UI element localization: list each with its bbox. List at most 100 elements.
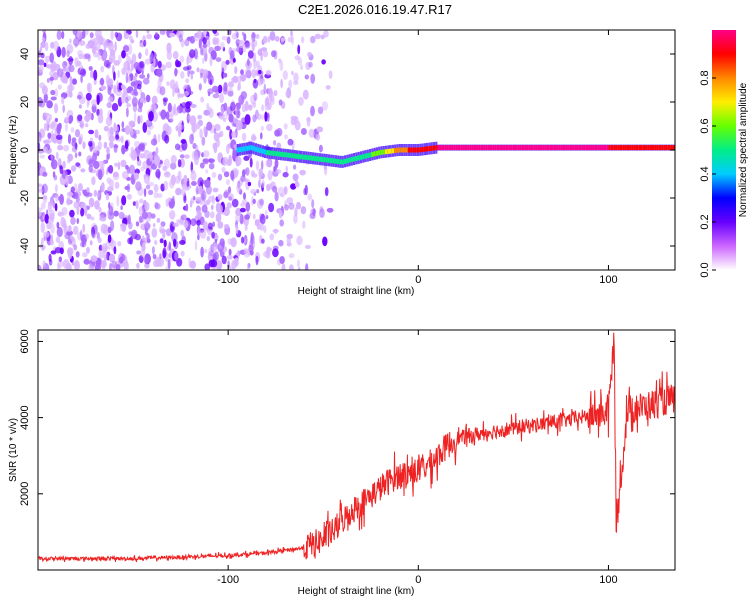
- spectrogram-noise-cell: [208, 195, 215, 203]
- spectrogram-noise-cell: [40, 41, 46, 48]
- spectrogram-noise-cell: [221, 166, 226, 173]
- spectrogram-noise-cell: [216, 204, 223, 214]
- spectrogram-noise-cell: [255, 33, 260, 40]
- spectrogram-noise-cell: [189, 133, 194, 145]
- spectrogram-noise-cell: [237, 85, 240, 92]
- spectrogram-noise-cell: [304, 184, 308, 196]
- colorbar-tick-label: 0.4: [699, 166, 711, 181]
- spectrogram-noise-cell: [124, 97, 129, 104]
- spectrogram-noise-cell: [73, 244, 78, 251]
- spectrogram-noise-cell: [58, 256, 62, 263]
- spectrogram-signal-cell: [280, 151, 283, 157]
- spectrogram-signal-cell: [412, 147, 415, 153]
- spectrogram-signal-cell: [316, 156, 319, 162]
- spectrogram-noise-cell: [236, 31, 239, 39]
- spectrogram-noise-cell: [49, 76, 54, 81]
- spectrogram-noise-cell: [199, 229, 207, 239]
- spectrogram-noise-cell: [46, 78, 50, 83]
- spectrogram-noise-cell: [227, 238, 233, 245]
- spectrogram-signal-cell: [476, 145, 479, 151]
- spectrogram-noise-cell: [250, 189, 257, 195]
- spectrogram-noise-cell: [154, 155, 161, 166]
- spectrogram-noise-cell: [38, 59, 45, 66]
- spectrogram-noise-cell: [144, 201, 150, 212]
- spectrogram-noise-cell: [61, 46, 66, 58]
- spectrogram-noise-cell: [128, 164, 136, 175]
- spectrogram-noise-cell: [233, 257, 239, 267]
- spectrogram-signal-cell: [505, 145, 509, 151]
- spectrogram-noise-cell: [114, 162, 118, 167]
- spectrogram-signal-cell: [560, 145, 563, 151]
- spectrogram-noise-cell: [84, 206, 88, 217]
- spectrogram-xlabel: Height of straight line (km): [298, 286, 415, 297]
- spectrogram-noise-cell: [64, 232, 71, 240]
- spectrogram-signal-cell: [581, 145, 584, 151]
- spectrogram-signal-cell: [366, 153, 369, 159]
- spectrogram-noise-cell: [284, 204, 289, 211]
- spectrogram-noise-cell: [304, 74, 309, 80]
- spectrogram-noise-cell: [156, 68, 163, 77]
- spectrogram-noise-cell: [155, 168, 161, 179]
- spectrogram-noise-cell: [146, 129, 151, 136]
- spectrogram-noise-cell: [239, 213, 244, 225]
- spectrogram-signal-cell: [629, 145, 632, 151]
- spectrogram-noise-cell: [163, 239, 167, 248]
- spectrogram-xtick-label: -100: [217, 274, 239, 286]
- spectrogram-noise-cell: [304, 244, 311, 249]
- spectrogram-noise-cell: [69, 75, 73, 87]
- spectrogram-noise-cell: [255, 255, 259, 266]
- spectrogram-noise-cell: [220, 106, 225, 114]
- spectrogram-noise-cell: [189, 49, 196, 59]
- spectrogram-ytick-label: -20: [19, 190, 31, 206]
- spectrogram-signal-cell: [647, 145, 650, 151]
- spectrogram-noise-cell: [100, 85, 107, 91]
- spectrogram-noise-cell: [139, 61, 145, 69]
- spectrogram-noise-cell: [163, 98, 167, 106]
- spectrogram-noise-cell: [147, 238, 151, 243]
- spectrogram-noise-cell: [106, 146, 110, 155]
- spectrogram-noise-cell: [239, 121, 243, 129]
- spectrogram-noise-cell: [117, 161, 121, 171]
- snr-xtick-label: 0: [415, 574, 421, 586]
- spectrogram-signal-cell: [439, 145, 442, 151]
- spectrogram-noise-cell: [247, 104, 253, 110]
- spectrogram-noise-cell: [112, 171, 120, 181]
- spectrogram-noise-cell: [197, 115, 201, 120]
- spectrogram-noise-cell: [212, 30, 218, 34]
- spectrogram-noise-cell: [222, 161, 228, 166]
- spectrogram-signal-cell: [537, 145, 541, 151]
- spectrogram-noise-cell: [212, 221, 216, 228]
- spectrogram-noise-cell: [57, 196, 63, 201]
- spectrogram-noise-cell: [72, 225, 79, 235]
- spectrogram-signal-cell: [540, 145, 543, 151]
- spectrogram-signal-cell: [517, 145, 520, 151]
- spectrogram-noise-cell: [179, 55, 185, 63]
- spectrogram-signal-cell: [268, 150, 271, 156]
- spectrogram-noise-cell: [67, 84, 74, 92]
- spectrogram-noise-cell: [130, 124, 133, 136]
- spectrogram-noise-cell: [110, 220, 115, 232]
- spectrogram-noise-cell: [167, 102, 172, 113]
- snr-ytick-label: 4000: [19, 405, 31, 429]
- spectrogram-noise-cell: [127, 43, 133, 55]
- spectrogram-signal-cell: [464, 145, 467, 151]
- spectrogram-signal-cell: [396, 147, 399, 153]
- spectrogram-noise-cell: [91, 44, 97, 55]
- spectrogram-noise-cell: [139, 153, 146, 159]
- spectrogram-noise-cell: [212, 187, 219, 193]
- spectrogram-noise-cell: [219, 93, 224, 103]
- spectrogram-noise-cell: [120, 94, 126, 104]
- spectrogram-noise-cell: [107, 245, 111, 250]
- spectrogram-noise-cell: [111, 260, 118, 269]
- spectrogram-noise-cell: [88, 82, 92, 94]
- spectrogram-noise-cell: [250, 237, 254, 247]
- spectrogram-noise-cell: [166, 50, 172, 61]
- spectrogram-noise-cell: [278, 239, 284, 247]
- spectrogram-noise-cell: [50, 96, 57, 101]
- spectrogram-noise-cell: [113, 143, 118, 153]
- spectrogram-noise-cell: [180, 71, 185, 79]
- spectrogram-noise-cell: [159, 86, 166, 96]
- spectrogram-noise-cell: [252, 79, 259, 89]
- spectrogram-noise-cell: [143, 174, 147, 179]
- spectrogram-noise-cell: [291, 70, 294, 76]
